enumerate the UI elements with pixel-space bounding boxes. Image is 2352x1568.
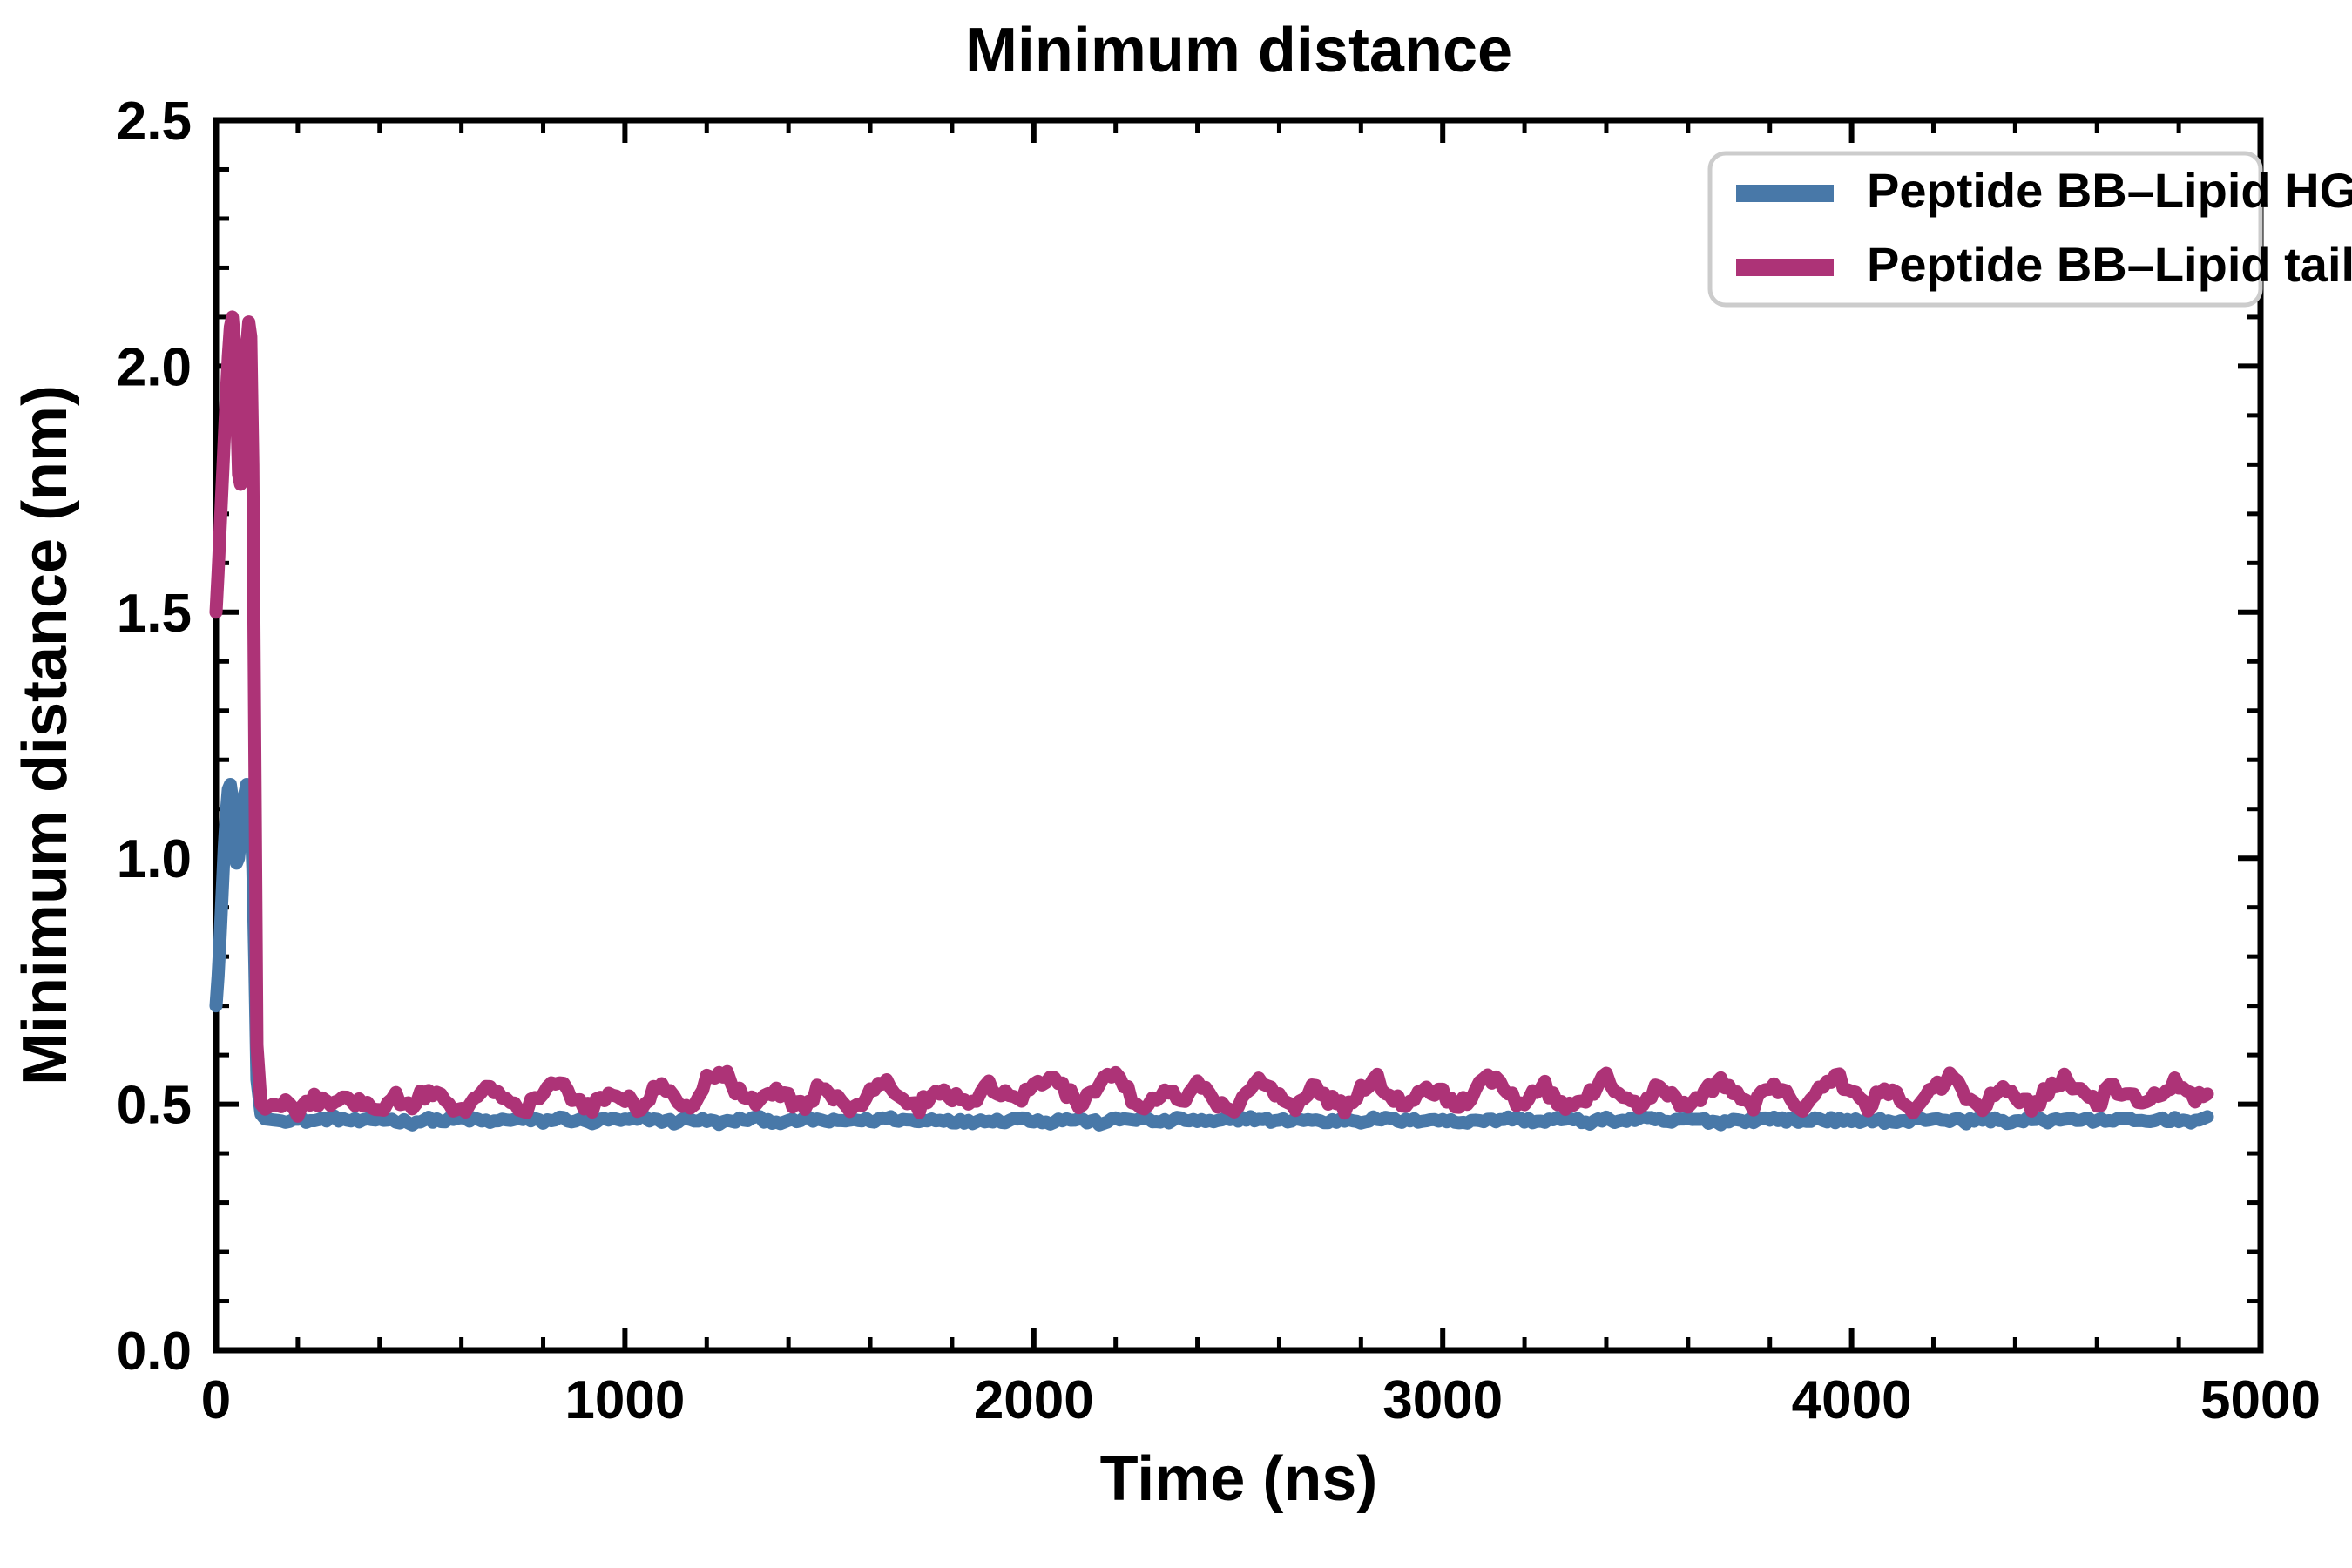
x-tick-label: 2000 [974,1370,1094,1430]
chart-title: Minimum distance [965,16,1512,85]
legend-item-peptide-bb-lipid-tails[interactable]: Peptide BB–Lipid tails [1736,237,2352,292]
series-line-peptide-bb-lipid-tails [209,310,2214,1123]
data-series-layer [209,310,2214,1132]
legend-swatch-pink [1736,259,1834,276]
y-tick-label: 2.0 [117,337,192,397]
x-axis-label: Time (ns) [1100,1444,1378,1514]
legend-label-peptide-bb-lipid-hgs: Peptide BB–Lipid HGs [1867,163,2352,218]
x-tick-label: 5000 [2200,1370,2321,1430]
plot-frame [213,117,2264,1354]
y-axis-label: Minimum distance (nm) [10,385,80,1085]
series-line-peptide-bb-lipid-hgs [209,777,2214,1132]
y-tick-label: 0.5 [117,1076,192,1136]
legend[interactable]: Peptide BB–Lipid HGs Peptide BB–Lipid ta… [1707,151,2352,308]
x-tick-label: 4000 [1792,1370,1912,1430]
legend-label-peptide-bb-lipid-tails: Peptide BB–Lipid tails [1867,237,2352,292]
legend-swatch-blue [1736,185,1834,202]
y-tick-label: 0.0 [117,1321,192,1382]
axis-tick-labels: 0 1000 2000 3000 4000 5000 0.0 0.5 1.0 1.5 2.0 2.5 [117,91,2321,1430]
y-tick-label: 2.5 [117,91,192,152]
x-tick-label: 1000 [564,1370,685,1430]
x-tick-label: 0 [201,1370,231,1430]
y-tick-label: 1.5 [117,584,192,644]
legend-item-peptide-bb-lipid-hgs[interactable]: Peptide BB–Lipid HGs [1736,163,2352,218]
x-tick-label: 3000 [1382,1370,1503,1430]
y-tick-label: 1.0 [117,829,192,889]
legend-box [1707,151,2263,308]
